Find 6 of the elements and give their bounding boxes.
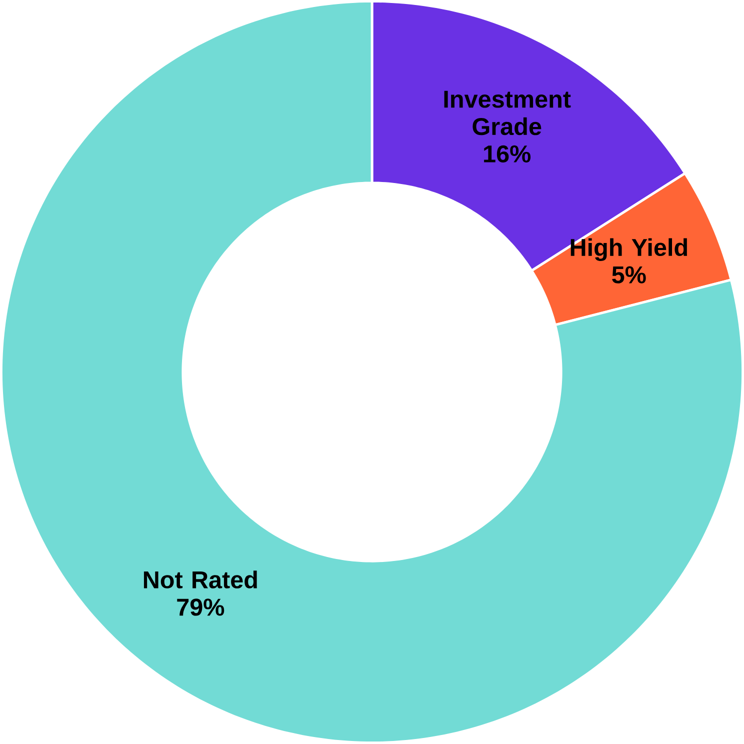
data-label: 79%	[177, 598, 224, 616]
slice-label: Not Rated	[144, 570, 257, 588]
slice-label: Investment Grade	[444, 90, 571, 136]
data-label: 5%	[612, 266, 646, 284]
slice-label: High Yield	[570, 238, 688, 261]
data-label: 16%	[484, 145, 531, 163]
